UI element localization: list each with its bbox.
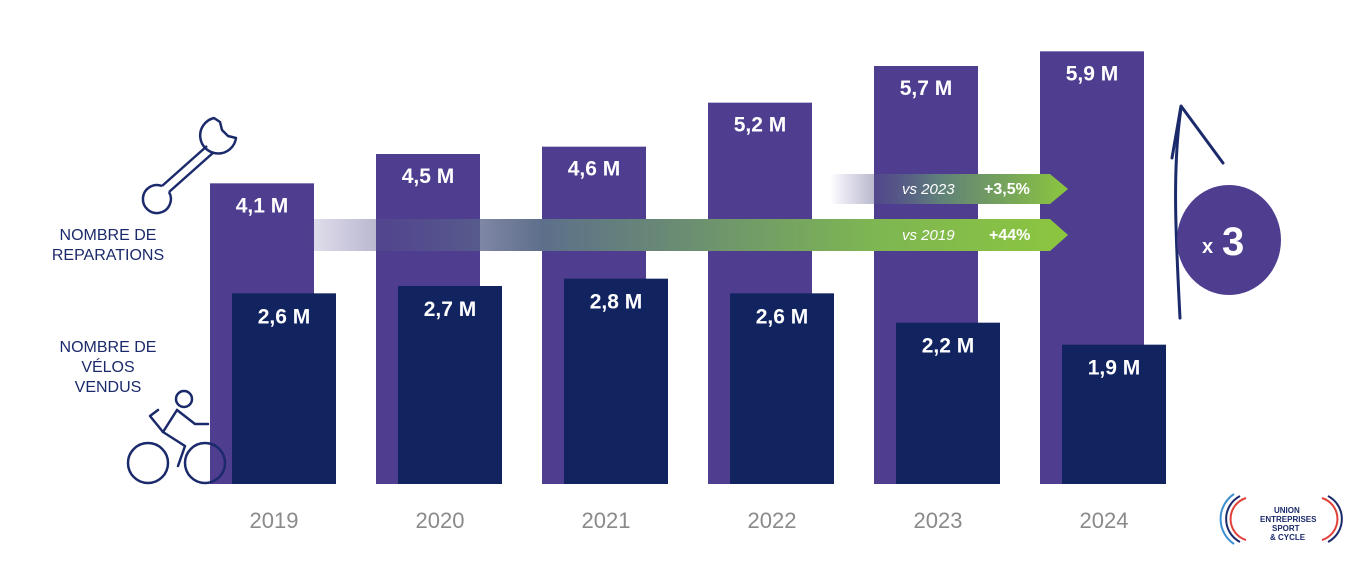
bar-bikes-2021 xyxy=(564,278,668,484)
bar-bikes-2024 xyxy=(1062,344,1166,484)
bikes-series: 2,6 M 2,7 M 2,8 M 2,6 M 2,2 M 1,9 M xyxy=(232,278,1166,484)
cyclist-icon xyxy=(126,389,227,485)
multiplier-prefix: x xyxy=(1202,236,1213,258)
repairs-series: 4,1 M 4,5 M 4,6 M 5,2 M 5,7 M 5,9 M xyxy=(210,51,1144,485)
x-tick-label-2020: 2020 xyxy=(416,508,465,533)
multiplier-circle xyxy=(1177,185,1281,295)
x-axis-labels: 2019 2020 2021 2022 2023 2024 xyxy=(250,508,1129,533)
multiplier-value: 3 xyxy=(1222,220,1244,264)
x-tick-label-2024: 2024 xyxy=(1080,508,1129,533)
comparison-arrow-long xyxy=(262,219,1068,251)
logo-text: UNION xyxy=(1274,506,1300,515)
x-tick-label-2023: 2023 xyxy=(914,508,963,533)
bar-bikes-2022 xyxy=(730,293,834,484)
data-label-repairs-2023: 5,7 M xyxy=(900,77,953,100)
x-tick-label-2019: 2019 xyxy=(250,508,299,533)
multiplier-badge: x 3 xyxy=(1177,185,1281,295)
data-label-bikes-2019: 2,6 M xyxy=(258,305,311,328)
data-label-repairs-2024: 5,9 M xyxy=(1066,62,1119,85)
side-label-line: VENDUS xyxy=(75,379,142,396)
data-label-repairs-2020: 4,5 M xyxy=(402,165,455,188)
side-label-line: REPARATIONS xyxy=(52,247,164,264)
x-tick-label-2021: 2021 xyxy=(582,508,631,533)
x-tick-label-2022: 2022 xyxy=(748,508,797,533)
repairs-side-label: NOMBRE DE REPARATIONS xyxy=(52,227,164,264)
data-label-bikes-2021: 2,8 M xyxy=(590,291,643,314)
side-label-line: NOMBRE DE xyxy=(60,339,157,356)
comparison-arrow-short xyxy=(830,174,1068,204)
side-label-line: NOMBRE DE xyxy=(60,227,157,244)
bar-bikes-2020 xyxy=(398,286,502,484)
comparison-label: vs 2019 xyxy=(902,227,955,244)
comparison-vs-2023: vs 2023 +3,5% xyxy=(830,174,1068,204)
logo-text: & CYCLE xyxy=(1270,533,1306,542)
data-label-repairs-2021: 4,6 M xyxy=(568,158,621,181)
logo-text: ENTREPRISES xyxy=(1260,515,1317,524)
wrench-icon xyxy=(141,116,238,215)
bar-bikes-2019 xyxy=(232,293,336,484)
comparison-label: vs 2023 xyxy=(902,181,955,198)
data-label-bikes-2024: 1,9 M xyxy=(1088,357,1141,380)
logo-icon: UNION ENTREPRISES SPORT & CYCLE xyxy=(1219,493,1343,545)
data-label-bikes-2023: 2,2 M xyxy=(922,335,975,358)
side-label-line: VÉLOS xyxy=(81,357,134,376)
comparison-vs-2019: vs 2019 +44% xyxy=(262,219,1068,251)
comparison-value: +3,5% xyxy=(984,181,1030,198)
data-label-bikes-2020: 2,7 M xyxy=(424,298,477,321)
data-label-bikes-2022: 2,6 M xyxy=(756,305,809,328)
bikes-side-label: NOMBRE DE VÉLOS VENDUS xyxy=(60,339,157,396)
bar-bikes-2023 xyxy=(896,322,1000,484)
logo-text: SPORT xyxy=(1272,524,1300,533)
growth-arrow-icon xyxy=(1170,104,1225,320)
data-label-repairs-2022: 5,2 M xyxy=(734,114,787,137)
comparison-value: +44% xyxy=(989,227,1030,244)
data-label-repairs-2019: 4,1 M xyxy=(236,194,289,217)
